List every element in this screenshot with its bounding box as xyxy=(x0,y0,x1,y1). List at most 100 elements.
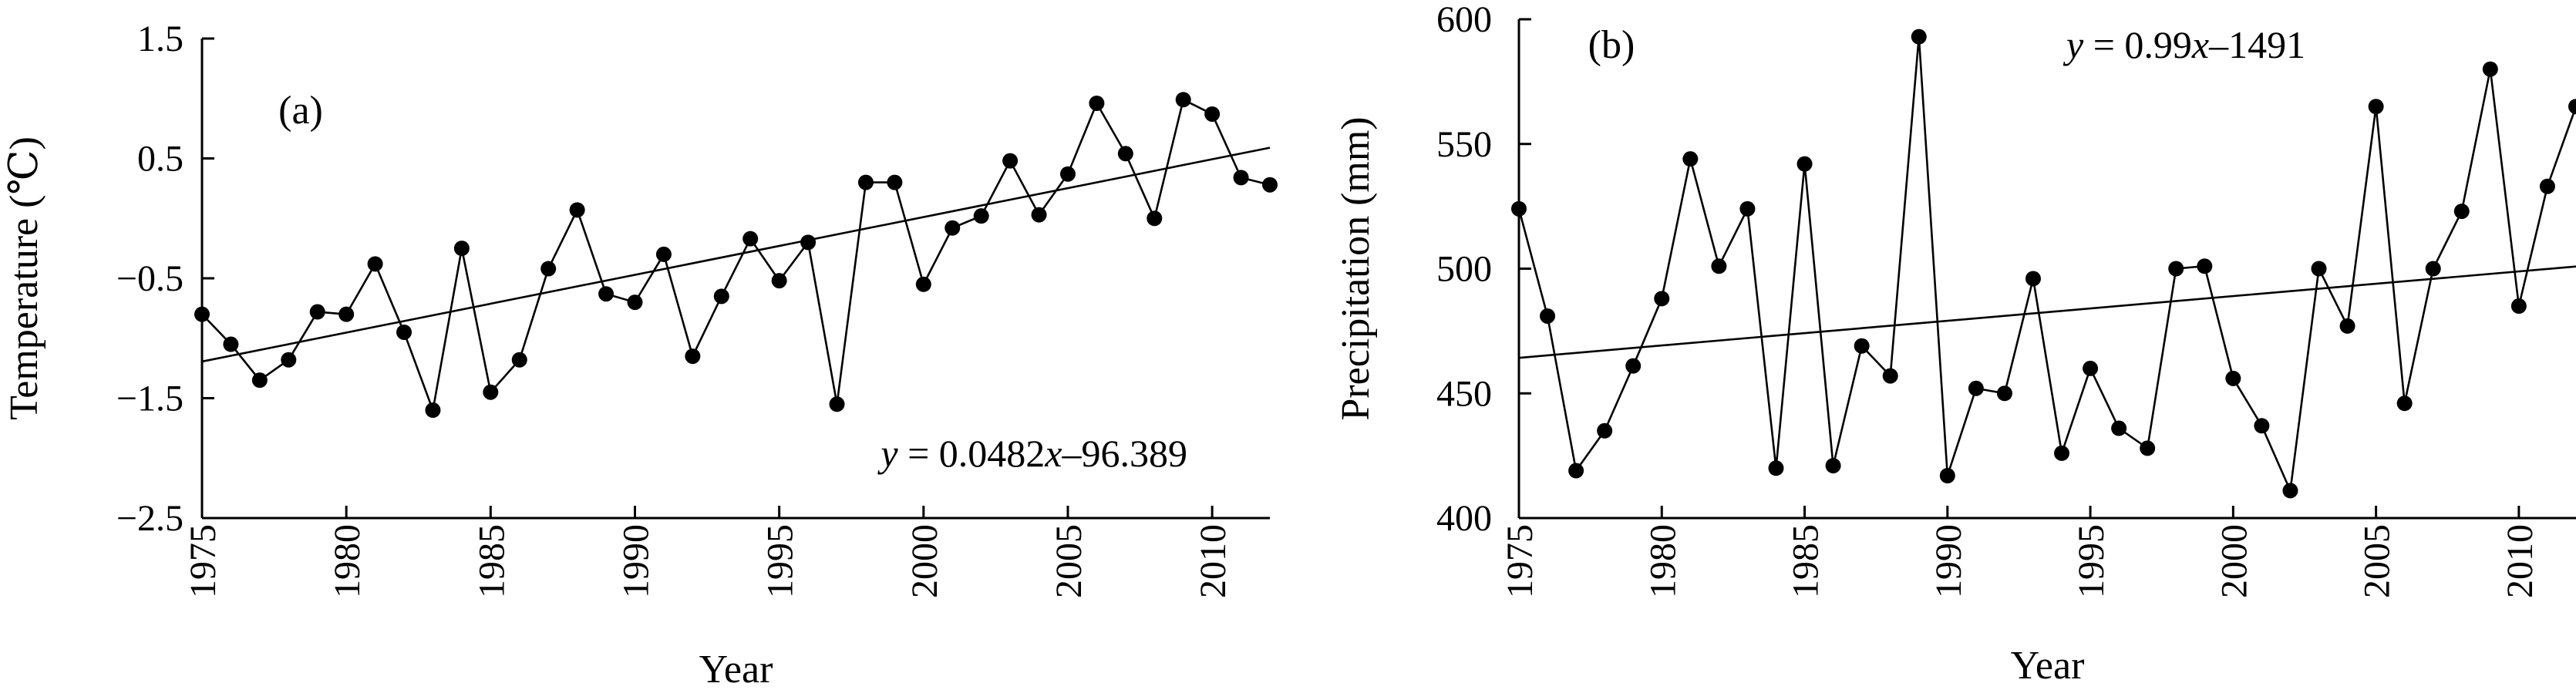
data-point xyxy=(1968,380,1984,396)
equation-x-var: x xyxy=(2191,23,2209,66)
y-axis-label: Precipitation (mm) xyxy=(1334,116,1378,420)
x-tick-label: 2010 xyxy=(1193,524,1234,598)
data-point xyxy=(223,336,239,352)
data-point xyxy=(540,261,557,277)
data-point xyxy=(396,324,412,340)
data-point xyxy=(251,372,268,389)
data-point xyxy=(1682,151,1699,167)
data-point xyxy=(2368,99,2384,115)
data-point xyxy=(2282,483,2298,499)
data-point xyxy=(915,276,931,292)
y-tick-label: 600 xyxy=(1436,0,1492,40)
data-point xyxy=(655,246,672,262)
x-tick-label: 1995 xyxy=(2071,524,2112,598)
data-point xyxy=(1204,106,1221,122)
y-tick-label: 1.5 xyxy=(137,19,184,59)
data-point xyxy=(945,220,961,236)
data-point xyxy=(2539,178,2555,194)
data-point xyxy=(367,256,383,272)
data-point xyxy=(887,174,903,190)
x-tick-label: 2000 xyxy=(2214,524,2254,598)
data-point xyxy=(1175,92,1191,108)
data-point xyxy=(1882,368,1898,384)
data-point xyxy=(1059,166,1076,182)
data-point xyxy=(194,306,210,322)
data-point xyxy=(2140,440,2156,456)
data-point xyxy=(2111,420,2127,436)
data-point xyxy=(2425,261,2441,277)
panel-a-temperature: −2.5 −1.5 −0.5 0.5 1.5 1975 1980 1985 1990 1995 20… xyxy=(2,19,1278,692)
data-point xyxy=(453,241,470,257)
data-point xyxy=(742,231,759,247)
data-point xyxy=(1147,210,1163,227)
data-point xyxy=(1911,29,1927,45)
data-point xyxy=(569,202,585,218)
x-tick-label: 1985 xyxy=(471,524,512,598)
data-point xyxy=(2311,261,2327,277)
x-tick-label: 1980 xyxy=(327,524,368,598)
y-tick-label: −1.5 xyxy=(116,379,184,419)
data-point xyxy=(511,352,527,368)
data-point xyxy=(425,402,441,419)
data-point xyxy=(1711,258,1727,274)
data-point xyxy=(2168,261,2184,277)
data-point xyxy=(1768,460,1784,476)
data-point xyxy=(2510,298,2527,315)
equation-y-var: y xyxy=(877,432,898,475)
data-point xyxy=(1796,156,1813,172)
data-point xyxy=(685,348,701,365)
trend-line xyxy=(1518,265,2576,359)
data-point xyxy=(281,352,297,368)
data-point xyxy=(800,234,817,251)
x-tick-label: 1980 xyxy=(1642,524,1683,598)
x-tick-label: 1990 xyxy=(1928,524,1969,598)
x-axis-label: Year xyxy=(699,648,773,692)
data-point xyxy=(1625,358,1642,374)
equation-slope: = 0.99 xyxy=(2083,23,2192,66)
data-point xyxy=(309,304,325,320)
y-tick-label: −2.5 xyxy=(116,498,184,539)
data-point xyxy=(2083,360,2099,376)
data-point xyxy=(1597,422,1613,439)
data-point xyxy=(1854,338,1870,354)
data-point xyxy=(1233,170,1249,186)
data-point xyxy=(338,306,355,322)
data-point xyxy=(973,208,989,224)
data-point xyxy=(829,396,845,412)
data-point xyxy=(1089,95,1105,111)
data-point xyxy=(1825,458,1841,474)
x-tick-label: 2005 xyxy=(2357,524,2398,598)
data-point xyxy=(1002,153,1019,169)
panel-label: (a) xyxy=(278,89,323,133)
series-line xyxy=(1517,36,2576,495)
equation-y-var: y xyxy=(2062,23,2084,66)
data-point xyxy=(483,384,499,400)
data-point xyxy=(2225,370,2241,386)
data-point xyxy=(2568,99,2576,115)
x-tick-label: 1990 xyxy=(615,524,656,598)
x-tick-label: 1985 xyxy=(1786,524,1827,598)
data-point xyxy=(2482,61,2498,77)
y-tick-label: −0.5 xyxy=(116,258,184,299)
x-tick-label: 1995 xyxy=(760,524,801,598)
regression-equation: y = 0.0482x–96.389 xyxy=(877,432,1187,475)
data-point xyxy=(2339,318,2355,334)
data-point xyxy=(857,174,874,190)
equation-intercept: –1491 xyxy=(2208,23,2305,66)
data-point xyxy=(1031,207,1047,223)
x-tick-label: 1975 xyxy=(1500,524,1541,598)
data-point xyxy=(713,288,729,305)
data-point xyxy=(1739,200,1756,217)
data-point xyxy=(2254,418,2270,434)
data-point xyxy=(1511,200,1527,217)
y-axis-label: Temperature (℃) xyxy=(2,136,46,420)
data-point xyxy=(771,273,787,289)
x-tick-label: 2010 xyxy=(2500,524,2541,598)
equation-slope: = 0.0482 xyxy=(898,432,1046,475)
data-point xyxy=(1568,463,1584,479)
y-tick-label: 450 xyxy=(1436,373,1492,414)
x-tick-label: 1975 xyxy=(183,524,224,598)
trend-line xyxy=(201,146,1271,363)
y-tick-label: 500 xyxy=(1436,249,1492,290)
y-tick-label: 400 xyxy=(1436,498,1492,539)
